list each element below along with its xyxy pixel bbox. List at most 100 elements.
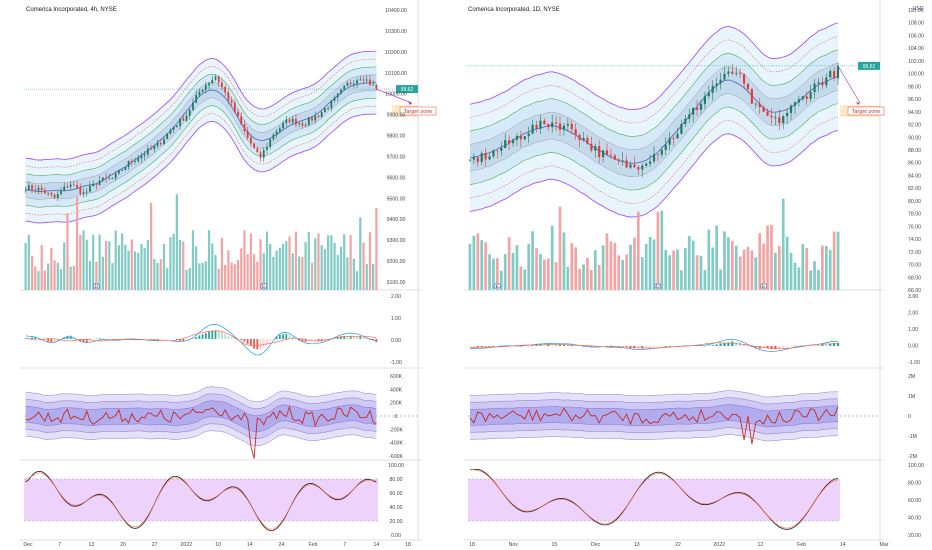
candle-body bbox=[230, 100, 233, 103]
macd-histogram-bar bbox=[92, 339, 95, 341]
candle-body bbox=[150, 148, 153, 150]
candle-body bbox=[269, 139, 272, 147]
price-tick-label: 9200.00 bbox=[387, 259, 406, 265]
candle-body bbox=[715, 83, 718, 86]
volume-bar bbox=[836, 231, 840, 290]
price-tick-label: 84.00 bbox=[908, 173, 921, 179]
price-tick-label: 80.00 bbox=[908, 199, 921, 205]
candle-body bbox=[224, 87, 227, 93]
volume-bar bbox=[656, 211, 660, 290]
macd-histogram-bar bbox=[656, 346, 659, 347]
candle-body bbox=[629, 164, 632, 168]
volume-bar bbox=[111, 263, 114, 290]
band-line bbox=[469, 89, 839, 177]
macd-tick-label: 1.00 bbox=[391, 316, 401, 322]
volume-bar bbox=[336, 254, 339, 290]
volume-bar bbox=[207, 230, 211, 290]
band-line bbox=[469, 103, 839, 191]
volume-bar bbox=[275, 250, 278, 290]
candle-body bbox=[488, 156, 491, 160]
volume-bar bbox=[805, 247, 809, 290]
volume-bar bbox=[644, 243, 648, 290]
volume-bar bbox=[101, 256, 104, 290]
volume-bar bbox=[50, 247, 53, 290]
price-badge-label: 99.62 bbox=[401, 87, 414, 93]
candle-body bbox=[750, 89, 753, 104]
left-chart-panel[interactable]: Comerica Incorporated, 4h, NYSE 99.62 Tar… bbox=[20, 0, 437, 548]
volume-bar bbox=[75, 196, 79, 290]
volume-bar bbox=[613, 242, 617, 290]
volume-bar bbox=[27, 234, 30, 290]
volume-bar bbox=[742, 249, 746, 290]
macd-histogram-bar bbox=[825, 344, 828, 346]
macd-tick-label: 2.00 bbox=[391, 294, 401, 300]
volume-bar bbox=[609, 241, 613, 290]
volume-bar bbox=[85, 239, 88, 290]
volume-bar bbox=[754, 257, 758, 290]
right-chart-panel[interactable]: Comerica Incorporated, 1D, NYSE USD 99.6… bbox=[464, 0, 924, 548]
stoch-d-line bbox=[469, 469, 839, 529]
candle-body bbox=[578, 134, 581, 141]
volume-bar bbox=[758, 233, 762, 290]
price-tick-label: 74.00 bbox=[908, 237, 921, 243]
price-tick-label: 96.00 bbox=[908, 97, 921, 103]
candle-body bbox=[365, 79, 368, 81]
candle-body bbox=[34, 189, 37, 191]
event-marker bbox=[654, 282, 662, 290]
macd-histogram-bar bbox=[159, 339, 162, 341]
cvd-band-line bbox=[25, 423, 377, 439]
macd-histogram-bar bbox=[166, 339, 169, 340]
candle-body bbox=[114, 173, 117, 179]
price-tick-label: 102.00 bbox=[908, 59, 924, 65]
macd-histogram-bar bbox=[535, 344, 538, 346]
candle-body bbox=[53, 194, 56, 198]
price-tick-label: 76.00 bbox=[908, 224, 921, 230]
volume-bar bbox=[531, 231, 534, 290]
price-badge bbox=[396, 85, 418, 94]
volume-bar bbox=[224, 264, 227, 290]
volume-bar bbox=[362, 242, 365, 290]
candle-body bbox=[660, 149, 663, 155]
candle-body bbox=[198, 91, 201, 96]
volume-bar bbox=[539, 253, 542, 290]
macd-histogram-bar bbox=[356, 336, 358, 339]
macd-histogram-bar bbox=[304, 339, 307, 342]
volume-bar bbox=[668, 255, 672, 290]
macd-histogram-bar bbox=[836, 342, 840, 346]
price-tick-label: 82.00 bbox=[908, 186, 921, 192]
volume-bar bbox=[691, 240, 695, 290]
macd-histogram-bar bbox=[637, 346, 640, 349]
macd-histogram-bar bbox=[182, 339, 185, 342]
candle-body bbox=[79, 187, 82, 194]
macd-histogram-bar bbox=[108, 339, 111, 340]
candle-body bbox=[547, 124, 550, 128]
candle-body bbox=[731, 71, 734, 74]
time-tick-label: Dec bbox=[23, 542, 33, 548]
candle-body bbox=[770, 115, 773, 118]
volume-bar bbox=[605, 233, 609, 290]
volume-bar bbox=[236, 260, 240, 290]
cvd-tick-label: -1M bbox=[908, 434, 917, 440]
candle-body bbox=[121, 170, 124, 171]
candle-body bbox=[140, 155, 143, 159]
volume-bar bbox=[240, 248, 243, 290]
candle-body bbox=[124, 166, 127, 171]
candle-body bbox=[143, 154, 146, 156]
candle-body bbox=[111, 178, 114, 180]
macd-histogram-bar bbox=[56, 339, 59, 342]
candle-body bbox=[641, 165, 644, 170]
macd-histogram-bar bbox=[156, 339, 159, 341]
candle-body bbox=[746, 83, 750, 90]
candle-body bbox=[758, 103, 761, 108]
macd-line bbox=[25, 324, 377, 356]
candle-body bbox=[645, 163, 648, 166]
macd-histogram-bar bbox=[240, 339, 243, 341]
candle-body bbox=[204, 85, 207, 90]
candle-body bbox=[166, 133, 169, 140]
volume-bar bbox=[349, 235, 352, 290]
macd-histogram-bar bbox=[336, 336, 339, 339]
volume-bar bbox=[191, 230, 195, 290]
candle-body bbox=[85, 191, 88, 193]
band-line bbox=[469, 116, 839, 204]
macd-histogram-bar bbox=[311, 339, 313, 342]
